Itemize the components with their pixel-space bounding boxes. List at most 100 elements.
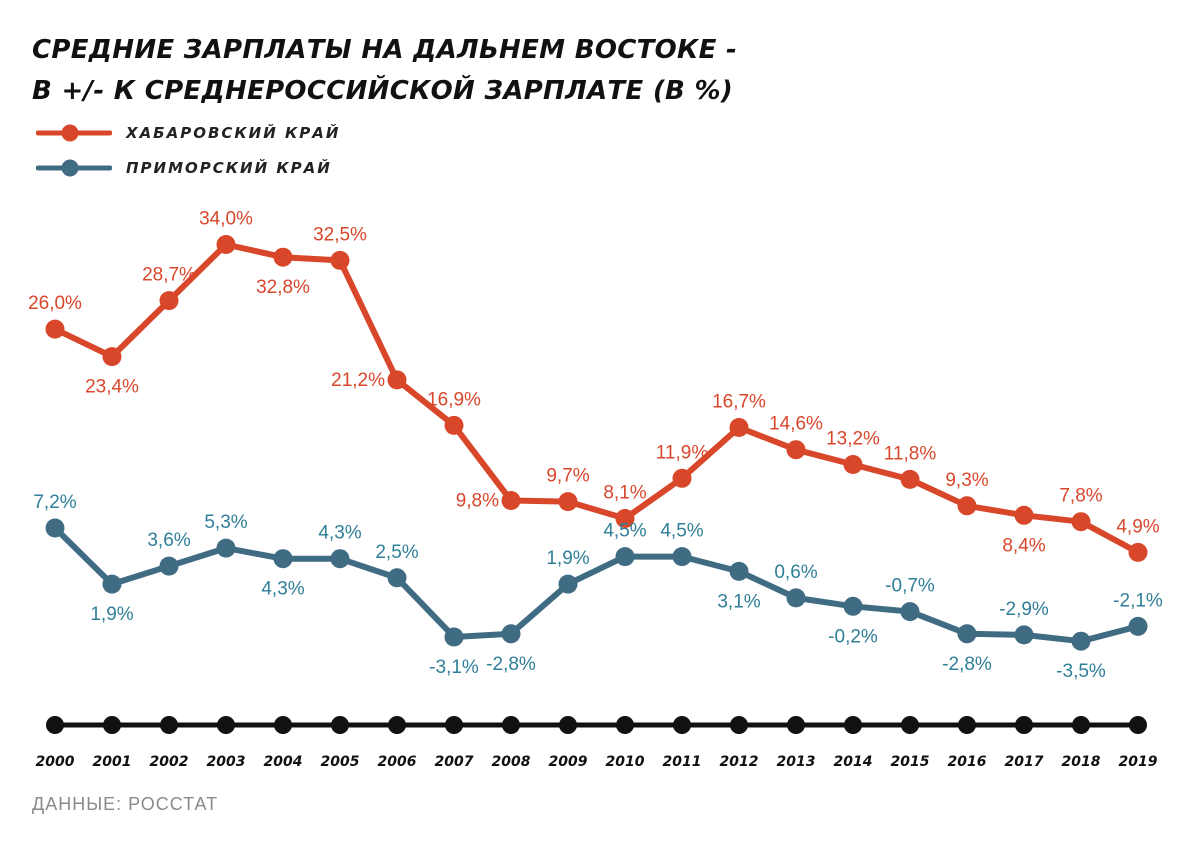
chart-title-line-2: В +/- К СРЕДНЕРОССИЙСКОЙ ЗАРПЛАТЕ (В %) (32, 76, 734, 106)
data-label-primorsky-2018: -3,5% (1056, 661, 1106, 682)
data-label-primorsky-2012: 3,1% (717, 591, 760, 612)
point-primorsky-2005 (330, 549, 350, 569)
x-axis-tick-2007 (445, 716, 463, 734)
x-axis-tick-2018 (1072, 716, 1090, 734)
point-khabarovsk-2018 (1071, 512, 1091, 532)
x-tick-label-2016: 2016 (948, 754, 987, 770)
data-label-primorsky-2008: -2,8% (486, 654, 536, 675)
point-primorsky-2001 (102, 574, 122, 594)
point-primorsky-2006 (387, 568, 407, 588)
point-khabarovsk-2002 (159, 291, 179, 311)
x-tick-label-2009: 2009 (549, 754, 588, 770)
data-label-khabarovsk-2014: 13,2% (826, 429, 880, 450)
data-label-primorsky-2010: 4,5% (603, 521, 646, 542)
x-tick-label-2008: 2008 (492, 754, 531, 770)
x-tick-label-2007: 2007 (435, 754, 474, 770)
x-axis-tick-2005 (331, 716, 349, 734)
x-tick-label-2018: 2018 (1062, 754, 1101, 770)
data-label-layer: 26,0% 23,4% 28,7% 34,0% 32,8% 32,5% 21,2% 16,9%… (28, 209, 1163, 683)
x-axis-tick-2009 (559, 716, 577, 734)
point-khabarovsk-2003 (216, 235, 236, 254)
point-khabarovsk-2004 (273, 247, 293, 267)
series-line-khabarovsk (52, 241, 1141, 556)
point-khabarovsk-2012 (729, 418, 749, 437)
point-primorsky-2012 (729, 561, 749, 581)
source-note: ДАННЫЕ: РОССТАТ (32, 794, 219, 814)
x-tick-label-2019: 2019 (1119, 754, 1158, 770)
x-tick-label-2012: 2012 (720, 754, 759, 770)
point-khabarovsk-2005 (330, 250, 350, 270)
data-label-khabarovsk-2002: 28,7% (142, 265, 196, 286)
x-axis-tick-2019 (1129, 716, 1147, 734)
x-axis-tick-2015 (901, 716, 919, 734)
point-khabarovsk-2014 (843, 455, 863, 474)
data-label-khabarovsk-2003: 34,0% (199, 209, 253, 230)
point-primorsky-2011 (672, 547, 692, 567)
point-primorsky-2009 (558, 574, 578, 594)
point-primorsky-2015 (900, 602, 920, 622)
x-axis-tick-2017 (1015, 716, 1033, 734)
data-label-primorsky-2015: -0,7% (885, 576, 935, 597)
data-label-primorsky-2017: -2,9% (999, 599, 1049, 620)
x-axis-tick-2000 (46, 716, 64, 734)
legend-swatch-primorsky (36, 159, 112, 177)
point-khabarovsk-2006 (387, 370, 407, 390)
legend-label-khabarovsk: ХАБАРОВСКИЙ КРАЙ (126, 124, 341, 142)
point-primorsky-2016 (957, 624, 977, 644)
data-label-khabarovsk-2015: 11,8% (884, 443, 937, 464)
point-primorsky-2017 (1014, 625, 1034, 645)
point-khabarovsk-2010 (615, 509, 635, 528)
x-axis-tick-2003 (217, 716, 235, 734)
point-khabarovsk-2011 (672, 468, 692, 488)
data-label-primorsky-2013: 0,6% (774, 562, 817, 583)
x-tick-label-2013: 2013 (777, 754, 816, 770)
x-tick-label-2011: 2011 (663, 754, 702, 770)
x-axis-tick-2010 (616, 716, 634, 734)
data-label-khabarovsk-2011: 11,9% (656, 442, 709, 463)
legend-item-primorsky: ПРИМОРСКИЙ КРАЙ (36, 158, 332, 178)
x-axis-tick-2016 (958, 716, 976, 734)
data-label-khabarovsk-2019: 4,9% (1116, 516, 1159, 537)
point-primorsky-2007 (444, 627, 464, 647)
data-label-khabarovsk-2001: 23,4% (85, 377, 139, 398)
x-tick-label-2005: 2005 (321, 754, 360, 770)
data-label-khabarovsk-2005: 32,5% (313, 224, 367, 245)
x-axis-tick-2011 (673, 716, 691, 734)
point-khabarovsk-2013 (786, 440, 806, 460)
x-axis-tick-2008 (502, 716, 520, 734)
point-primorsky-2019 (1128, 616, 1148, 636)
x-axis-tick-2002 (160, 716, 178, 734)
data-label-khabarovsk-2007: 16,9% (427, 389, 481, 410)
data-label-khabarovsk-2013: 14,6% (769, 414, 823, 435)
x-axis: 2000 2001 2002 2003 2004 2005 2006 2007 2008 2009… (36, 716, 1158, 770)
point-primorsky-2000 (45, 518, 65, 538)
series-layer (45, 235, 1148, 651)
x-tick-label-2017: 2017 (1005, 754, 1044, 770)
data-label-primorsky-2000: 7,2% (33, 492, 76, 513)
point-primorsky-2004 (273, 549, 293, 569)
x-tick-label-2002: 2002 (150, 754, 189, 770)
data-label-khabarovsk-2004: 32,8% (256, 277, 310, 298)
data-label-primorsky-2002: 3,6% (147, 530, 190, 551)
chart-title-line-1: СРЕДНИЕ ЗАРПЛАТЫ НА ДАЛЬНЕМ ВОСТОКЕ - (32, 35, 738, 65)
data-label-primorsky-2006: 2,5% (375, 542, 418, 563)
x-tick-label-2010: 2010 (606, 754, 645, 770)
point-primorsky-2018 (1071, 631, 1091, 651)
data-label-primorsky-2014: -0,2% (828, 626, 878, 647)
data-label-khabarovsk-2017: 8,4% (1002, 535, 1045, 556)
data-label-khabarovsk-2010: 8,1% (603, 483, 646, 504)
point-khabarovsk-2019 (1128, 542, 1148, 562)
point-khabarovsk-2009 (558, 492, 578, 512)
x-tick-label-2001: 2001 (93, 754, 132, 770)
data-label-khabarovsk-2018: 7,8% (1059, 486, 1102, 507)
data-label-primorsky-2004: 4,3% (261, 579, 304, 600)
data-label-primorsky-2001: 1,9% (90, 604, 133, 625)
point-primorsky-2013 (786, 588, 806, 608)
point-khabarovsk-2008 (501, 491, 521, 510)
data-label-khabarovsk-2008: 9,8% (456, 491, 499, 512)
point-khabarovsk-2000 (45, 319, 65, 339)
x-axis-tick-2013 (787, 716, 805, 734)
legend-swatch-khabarovsk (36, 124, 112, 142)
x-tick-label-2015: 2015 (891, 754, 930, 770)
